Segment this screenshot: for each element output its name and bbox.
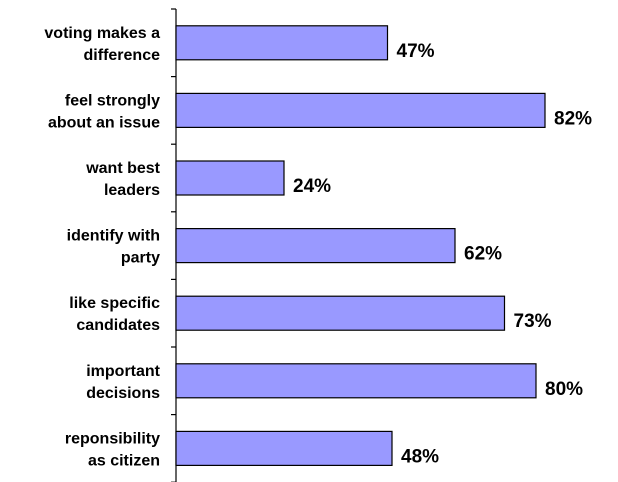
data-label: 80% <box>545 379 583 400</box>
category-label: important decisions <box>86 363 160 402</box>
bar <box>175 295 506 331</box>
bar <box>175 430 393 466</box>
data-label: 62% <box>464 244 502 265</box>
data-label: 73% <box>514 311 552 332</box>
data-label: 24% <box>293 176 331 197</box>
category-label: want best leaders <box>85 160 160 199</box>
bar <box>175 92 546 129</box>
bar <box>175 228 456 264</box>
category-label: feel strongly about an issue <box>48 92 160 131</box>
category-label: identify with party <box>67 228 160 267</box>
bar <box>175 363 537 399</box>
bar <box>175 25 389 61</box>
labels: voting makes a difference 47% feel strongly… <box>44 25 592 470</box>
category-label: reponsibility as citizen <box>65 430 160 469</box>
bar <box>175 160 285 196</box>
category-label: voting makes a difference <box>44 25 160 64</box>
data-label: 47% <box>397 41 435 62</box>
bars <box>175 25 546 466</box>
data-label: 82% <box>554 108 592 129</box>
category-label: like specific candidates <box>69 295 160 334</box>
category-axis <box>171 8 177 482</box>
data-label: 48% <box>401 446 439 467</box>
